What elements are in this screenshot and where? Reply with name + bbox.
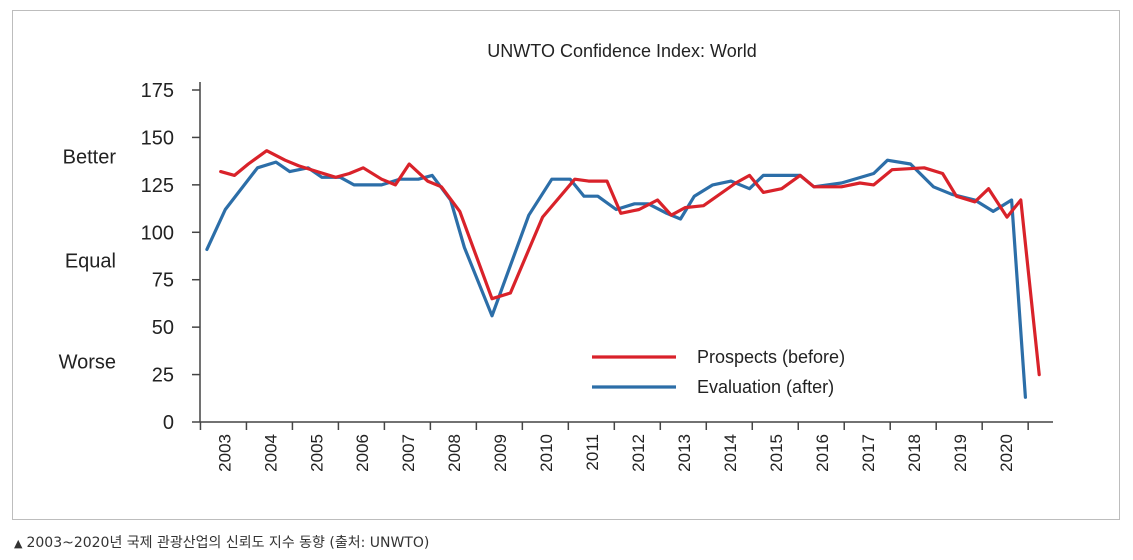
x-tick-label: 2009 bbox=[491, 434, 510, 472]
y-tick-label: 100 bbox=[141, 222, 174, 244]
x-tick-label: 2017 bbox=[859, 434, 878, 472]
figure-caption: ▲ 2003~2020년 국제 관광산업의 신뢰도 지수 동향 (출처: UNWT… bbox=[14, 532, 429, 552]
x-tick-label: 2004 bbox=[261, 434, 280, 472]
x-tick-label: 2018 bbox=[905, 434, 924, 472]
chart-title: UNWTO Confidence Index: World bbox=[487, 41, 756, 61]
x-tick-label: 2015 bbox=[767, 434, 786, 472]
axes: 0 25 50 75 100 125 150 175 Better Equal Worse 2003 2… bbox=[59, 80, 1053, 472]
x-tick-label: 2007 bbox=[399, 434, 418, 472]
legend: Prospects (before) Evaluation (after) bbox=[592, 347, 845, 397]
y-tick-label: 175 bbox=[141, 80, 174, 102]
y-tick-label: 125 bbox=[141, 175, 174, 197]
chart-frame bbox=[12, 10, 1120, 520]
x-tick-label: 2010 bbox=[537, 434, 556, 472]
x-tick-label: 2013 bbox=[675, 434, 694, 472]
legend-label: Evaluation (after) bbox=[697, 377, 834, 397]
y-category-label: Equal bbox=[65, 251, 116, 273]
y-tick-label: 75 bbox=[152, 270, 174, 292]
x-tick-label: 2020 bbox=[997, 434, 1016, 472]
caption-text: 2003~2020년 국제 관광산업의 신뢰도 지수 동향 (출처: UNWTO… bbox=[26, 535, 430, 551]
y-category-label: Better bbox=[63, 146, 117, 168]
x-tick-label: 2014 bbox=[721, 434, 740, 472]
x-tick-label: 2008 bbox=[445, 434, 464, 472]
x-tick-label: 2012 bbox=[629, 434, 648, 472]
caption-marker: ▲ bbox=[14, 537, 23, 550]
y-tick-label: 0 bbox=[163, 412, 174, 434]
y-tick-label: 150 bbox=[141, 127, 174, 149]
x-tick-label: 2005 bbox=[307, 434, 326, 472]
y-category-label: Worse bbox=[59, 351, 116, 373]
x-tick-label: 2016 bbox=[813, 434, 832, 472]
x-tick-label: 2019 bbox=[951, 434, 970, 472]
confidence-index-chart: UNWTO Confidence Index: World 0 25 50 75 100… bbox=[59, 41, 1053, 472]
prospects-line bbox=[219, 149, 1041, 377]
y-tick-label: 50 bbox=[152, 317, 174, 339]
x-tick-label: 2006 bbox=[353, 434, 372, 472]
x-tick-label: 2011 bbox=[583, 434, 602, 471]
series-layer bbox=[205, 149, 1041, 399]
evaluation-line bbox=[205, 158, 1028, 399]
legend-label: Prospects (before) bbox=[697, 347, 845, 367]
y-tick-label: 25 bbox=[152, 365, 174, 387]
x-tick-label: 2003 bbox=[215, 434, 234, 472]
